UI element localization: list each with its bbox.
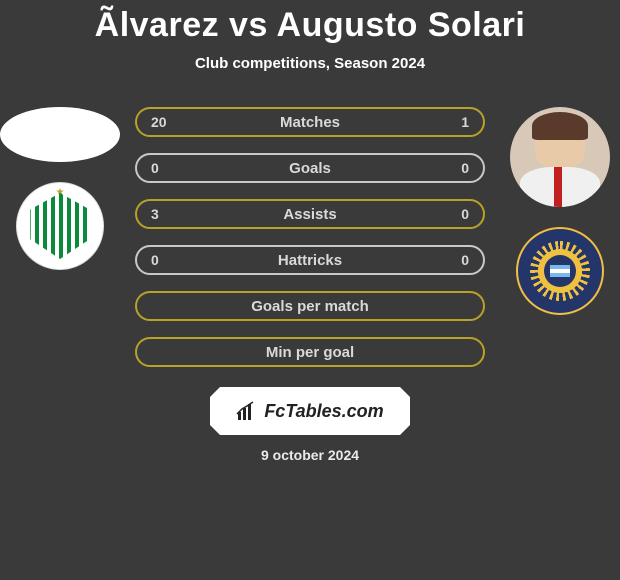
stat-row-hattricks: 0 Hattricks 0 bbox=[135, 245, 485, 275]
subtitle: Club competitions, Season 2024 bbox=[0, 55, 620, 72]
stat-left-value: 0 bbox=[151, 160, 159, 176]
stat-row-goals: 0 Goals 0 bbox=[135, 153, 485, 183]
stat-label: Goals bbox=[289, 160, 331, 177]
right-club-logo bbox=[516, 227, 604, 315]
stat-row-goals-per-match: Goals per match bbox=[135, 291, 485, 321]
date-label: 9 october 2024 bbox=[0, 447, 620, 463]
chart-icon bbox=[236, 400, 258, 422]
stat-right-value: 0 bbox=[461, 206, 469, 222]
stats-list: 20 Matches 1 0 Goals 0 3 Assists 0 0 Hat… bbox=[135, 107, 485, 367]
stat-label: Goals per match bbox=[251, 298, 369, 315]
stat-left-value: 0 bbox=[151, 252, 159, 268]
left-player-photo bbox=[0, 107, 120, 162]
left-club-logo: ★ bbox=[16, 182, 104, 270]
right-player-photo bbox=[510, 107, 610, 207]
stat-label: Matches bbox=[280, 114, 340, 131]
stat-right-value: 0 bbox=[461, 160, 469, 176]
stat-right-value: 1 bbox=[461, 114, 469, 130]
comparison-content: ★ 20 Matches 1 bbox=[0, 107, 620, 463]
stat-label: Assists bbox=[283, 206, 336, 223]
stat-right-value: 0 bbox=[461, 252, 469, 268]
fctables-badge[interactable]: FcTables.com bbox=[210, 387, 410, 435]
stat-left-value: 20 bbox=[151, 114, 167, 130]
stat-row-min-per-goal: Min per goal bbox=[135, 337, 485, 367]
fctables-label: FcTables.com bbox=[264, 401, 383, 422]
stat-label: Min per goal bbox=[266, 344, 354, 361]
right-player-column bbox=[500, 107, 620, 315]
stat-label: Hattricks bbox=[278, 252, 342, 269]
stat-row-assists: 3 Assists 0 bbox=[135, 199, 485, 229]
stat-left-value: 3 bbox=[151, 206, 159, 222]
page-title: Ãlvarez vs Augusto Solari bbox=[0, 0, 620, 45]
left-player-column: ★ bbox=[0, 107, 120, 270]
stat-row-matches: 20 Matches 1 bbox=[135, 107, 485, 137]
